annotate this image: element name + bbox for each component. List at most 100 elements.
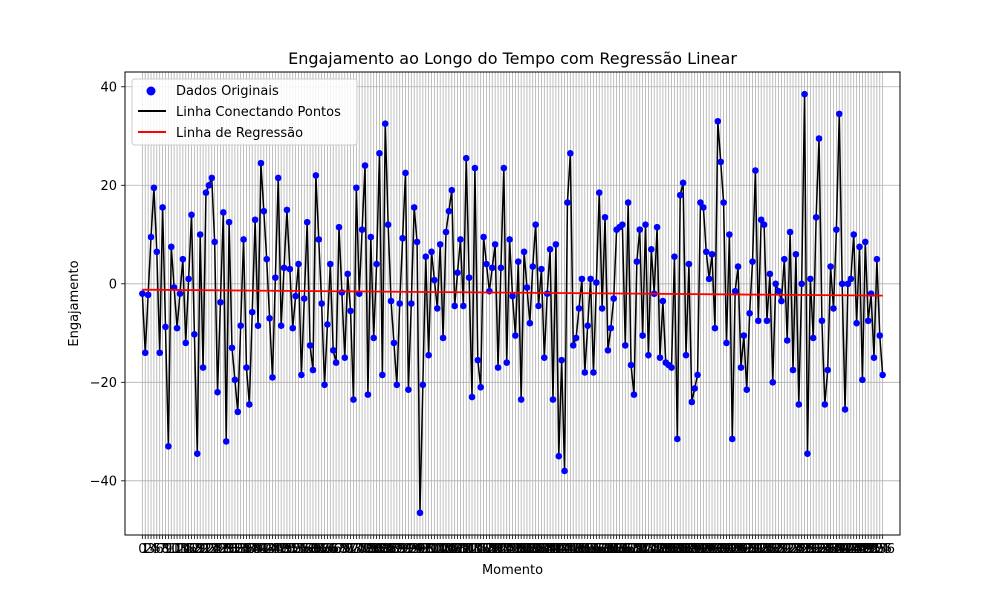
x-tick-label: 193 bbox=[688, 542, 713, 557]
data-point bbox=[179, 255, 187, 263]
x-tick-label: 49 bbox=[276, 542, 293, 557]
data-point bbox=[248, 308, 256, 316]
data-point bbox=[604, 346, 612, 354]
x-tick-label: 197 bbox=[700, 542, 725, 557]
x-tick-label: 125 bbox=[491, 542, 516, 557]
x-tick-label: 47 bbox=[270, 542, 287, 557]
x-tick-label: 21 bbox=[195, 542, 212, 557]
data-point bbox=[795, 401, 803, 408]
x-tick-label: 139 bbox=[532, 542, 557, 557]
data-point bbox=[517, 396, 525, 403]
x-tick-label: 129 bbox=[503, 542, 528, 557]
data-point bbox=[300, 295, 308, 302]
x-tick-label: 22 bbox=[198, 542, 215, 557]
data-point bbox=[274, 174, 282, 182]
x-tick-label: 119 bbox=[474, 542, 499, 557]
data-point bbox=[462, 154, 470, 162]
data-point bbox=[277, 322, 285, 329]
data-point bbox=[694, 371, 701, 379]
x-tick-label: 242 bbox=[830, 542, 855, 557]
x-tick-label: 96 bbox=[412, 542, 429, 557]
data-point bbox=[830, 305, 837, 312]
x-tick-label: 53 bbox=[287, 542, 304, 557]
data-point bbox=[746, 310, 753, 317]
data-point bbox=[439, 334, 447, 342]
data-point bbox=[332, 359, 340, 366]
x-tick-label: 180 bbox=[650, 542, 675, 557]
x-tick-label: 39 bbox=[247, 542, 264, 557]
x-tick-label: 2 bbox=[144, 542, 152, 557]
x-tick-label: 44 bbox=[261, 542, 278, 557]
x-tick-label: 249 bbox=[850, 542, 875, 557]
data-point bbox=[173, 324, 181, 332]
x-tick-label: 64 bbox=[319, 542, 336, 557]
x-tick-label: 155 bbox=[578, 542, 603, 557]
x-tick-label: 245 bbox=[838, 542, 863, 557]
x-tick-label: 225 bbox=[781, 542, 806, 557]
x-tick-label: 7 bbox=[158, 542, 166, 557]
x-tick-label: 106 bbox=[436, 542, 461, 557]
x-tick-label: 108 bbox=[442, 542, 467, 557]
data-point bbox=[237, 322, 244, 329]
data-point bbox=[850, 231, 858, 238]
x-tick-label: 185 bbox=[665, 542, 690, 557]
x-tick-label: 100 bbox=[419, 542, 444, 557]
data-point bbox=[425, 351, 432, 359]
x-tick-label: 235 bbox=[810, 542, 835, 557]
y-axis-label: Engajamento bbox=[67, 260, 82, 346]
y-tick-label: −40 bbox=[90, 474, 117, 489]
x-tick-label: 130 bbox=[506, 542, 531, 557]
data-point bbox=[726, 231, 733, 238]
x-tick-label: 179 bbox=[648, 542, 673, 557]
x-tick-label: 111 bbox=[451, 542, 476, 557]
x-tick-label: 135 bbox=[520, 542, 545, 557]
x-tick-label: 11 bbox=[166, 542, 183, 557]
x-tick-label: 78 bbox=[360, 542, 377, 557]
x-tick-label: 117 bbox=[468, 542, 493, 557]
data-point bbox=[821, 401, 829, 408]
data-point bbox=[697, 199, 704, 206]
data-point bbox=[636, 226, 644, 233]
x-tick-label: 199 bbox=[705, 542, 730, 557]
data-point bbox=[682, 351, 690, 359]
data-point bbox=[442, 228, 450, 236]
data-point bbox=[838, 280, 846, 288]
data-point bbox=[315, 236, 323, 243]
data-point bbox=[841, 406, 849, 413]
data-point bbox=[879, 371, 886, 379]
data-point bbox=[624, 199, 632, 206]
data-point bbox=[685, 260, 693, 268]
data-point bbox=[202, 189, 210, 196]
x-tick-label: 122 bbox=[483, 542, 508, 557]
x-tick-label: 128 bbox=[500, 542, 525, 557]
x-tick-label: 215 bbox=[752, 542, 777, 557]
data-point bbox=[246, 401, 253, 408]
data-point bbox=[714, 117, 722, 125]
data-point bbox=[853, 319, 860, 327]
x-tick-label: 8 bbox=[161, 542, 169, 557]
data-point bbox=[491, 241, 499, 248]
data-point bbox=[789, 366, 797, 374]
x-tick-label: 219 bbox=[763, 542, 788, 557]
x-tick-label: 154 bbox=[575, 542, 600, 557]
data-point bbox=[295, 260, 302, 268]
x-tick-label: 177 bbox=[642, 542, 667, 557]
x-tick-label: 241 bbox=[827, 542, 852, 557]
x-tick-label: 38 bbox=[244, 542, 261, 557]
data-point bbox=[393, 381, 401, 389]
x-tick-label: 58 bbox=[302, 542, 319, 557]
data-point bbox=[590, 369, 597, 376]
data-point bbox=[254, 322, 262, 329]
data-point bbox=[804, 450, 811, 458]
data-point bbox=[627, 361, 635, 369]
data-point bbox=[318, 300, 325, 307]
data-point bbox=[671, 253, 678, 261]
x-tick-label: 34 bbox=[232, 542, 249, 557]
legend-label: Dados Originais bbox=[176, 84, 279, 99]
x-tick-label: 82 bbox=[371, 542, 388, 557]
x-tick-label: 234 bbox=[807, 542, 832, 557]
x-tick-label: 165 bbox=[607, 542, 632, 557]
data-point bbox=[266, 314, 273, 322]
x-tick-label: 109 bbox=[445, 542, 470, 557]
x-tick-label: 77 bbox=[357, 542, 374, 557]
